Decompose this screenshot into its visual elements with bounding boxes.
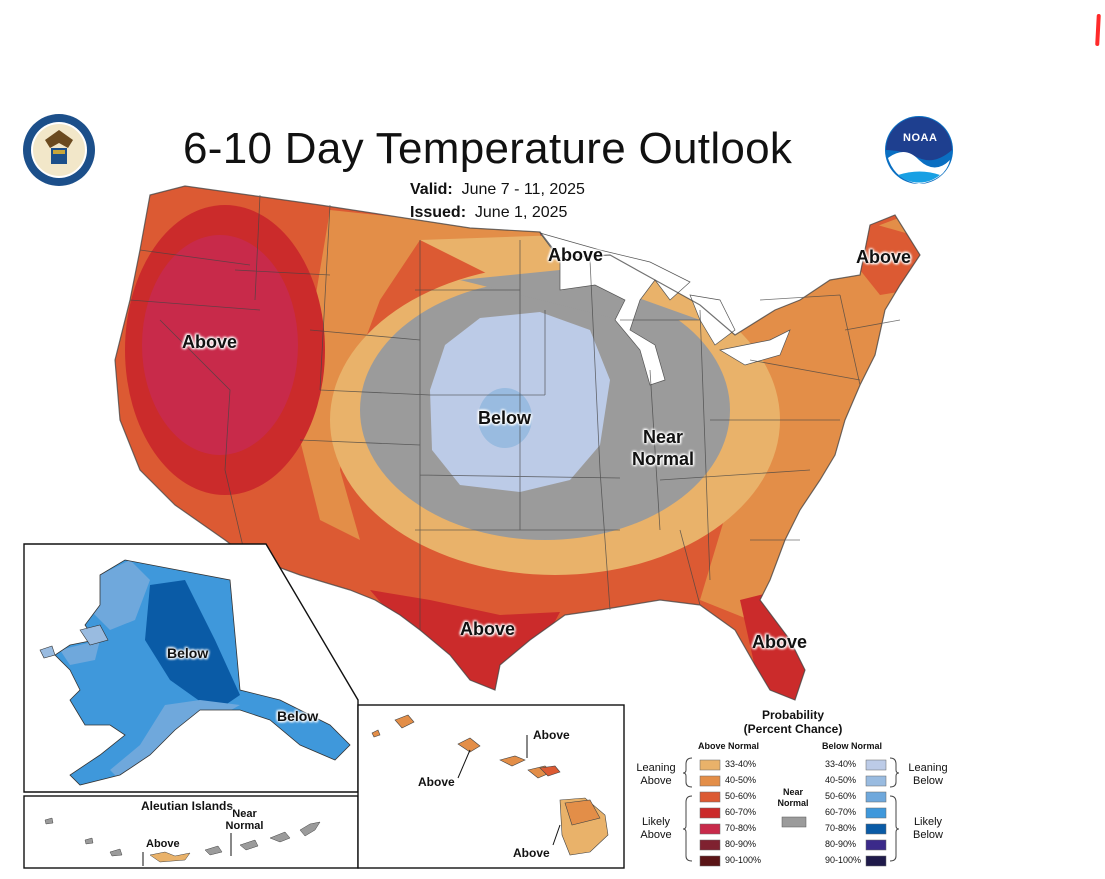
legend-above-swatch-0 — [699, 759, 721, 771]
ak-island — [39, 645, 56, 659]
legend-leaning-below: Leaning Below — [908, 762, 948, 787]
legend-below-swatch-0 — [865, 759, 887, 771]
legend-above-bin-label: 90-100% — [725, 855, 762, 865]
legend-above-bin-label: 80-90% — [725, 839, 757, 849]
legend-below-swatch-6 — [865, 855, 887, 867]
legend-below-swatch-2 — [865, 791, 887, 803]
label-alaska-below: Below — [167, 645, 209, 661]
legend-below-bin-label: 50-60% — [825, 791, 857, 801]
noaa-logo-icon — [885, 116, 953, 184]
legend-above-swatch-2 — [699, 791, 721, 803]
label-florida-above: Above — [752, 632, 808, 652]
legend-above-bin-label: 50-60% — [725, 791, 757, 801]
legend-below-bin-label: 80-90% — [825, 839, 857, 849]
noaa-logo-text: NOAA — [903, 132, 938, 144]
legend-below-header: Below Normal — [822, 741, 883, 751]
legend-likely-above: Likely Above — [640, 816, 672, 841]
legend-title: Probability (Percent Chance) — [743, 708, 843, 736]
legend-above-swatch-4 — [699, 823, 721, 835]
legend-leaning-above: Leaning Above — [636, 762, 676, 787]
legend-above-swatch-3 — [699, 807, 721, 819]
ak-island — [79, 624, 109, 646]
legend-below-swatch-3 — [865, 807, 887, 819]
label-maine-above: Above — [856, 247, 912, 267]
legend-above-swatch-5 — [699, 839, 721, 851]
aleutian-near-normal: Near Normal — [225, 808, 264, 832]
aleutian-above: Above — [146, 838, 180, 850]
legend-swatches — [699, 759, 887, 867]
label-near-normal: Near Normal — [631, 427, 694, 469]
legend-below-swatch-5 — [865, 839, 887, 851]
legend-below-swatch-1 — [865, 775, 887, 787]
great-lakes — [539, 232, 791, 386]
legend-above-bin-label: 40-50% — [725, 775, 757, 785]
commerce-seal-icon — [23, 114, 95, 186]
legend-above-bin-label: 70-80% — [725, 823, 757, 833]
label-texas-above: Above — [460, 619, 516, 639]
legend-below-bin-label: 60-70% — [825, 807, 857, 817]
legend-above-bin-label: 33-40% — [725, 759, 757, 769]
valid-dates: Valid: June 7 - 11, 2025 — [410, 181, 585, 198]
hawaii-label-bottom: Above — [513, 846, 550, 860]
legend-above-swatch-6 — [699, 855, 721, 867]
legend-below-bin-label: 33-40% — [825, 759, 857, 769]
legend-near-normal-label: Near Normal — [777, 787, 809, 808]
legend-below-bin-label: 90-100% — [825, 855, 862, 865]
label-panhandle-below: Below — [277, 708, 319, 724]
aleutian-islands — [44, 817, 321, 857]
label-central-below: Below — [478, 408, 532, 428]
legend-above-swatch-1 — [699, 775, 721, 787]
aleutian-title: Aleutian Islands — [141, 799, 234, 813]
legend-near-normal-swatch — [781, 816, 807, 828]
legend-above-header: Above Normal — [698, 741, 760, 751]
hawaii-islands — [371, 714, 609, 856]
issued-date: Issued: June 1, 2025 — [410, 204, 568, 221]
state-borders — [114, 185, 921, 701]
hawaii-label-left: Above — [418, 775, 455, 789]
aleutian-above-islands — [149, 851, 191, 863]
legend-likely-below: Likely Below — [913, 816, 943, 841]
hawaii-label-top: Above — [533, 728, 570, 742]
legend-below-bin-label: 40-50% — [825, 775, 857, 785]
legend-below-swatch-4 — [865, 823, 887, 835]
page-title: 6-10 Day Temperature Outlook — [183, 124, 793, 173]
label-west-above: Above — [182, 332, 238, 352]
legend-above-bin-label: 60-70% — [725, 807, 757, 817]
legend-below-bin-label: 70-80% — [825, 823, 857, 833]
label-upper-midwest-above: Above — [548, 245, 604, 265]
